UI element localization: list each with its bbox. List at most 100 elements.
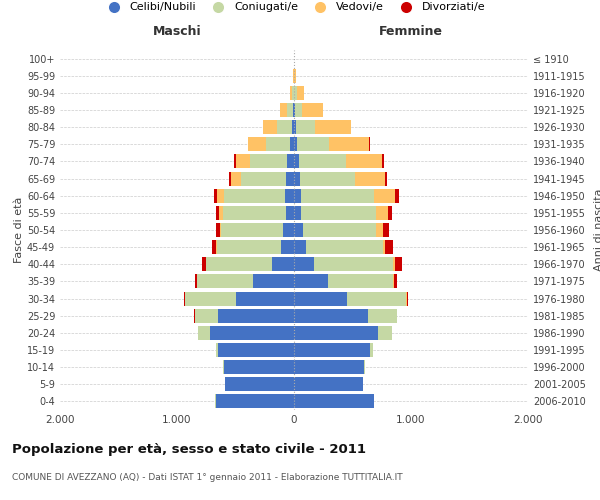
Bar: [248, 138, 266, 151]
Bar: [219, 206, 223, 220]
Bar: [297, 138, 329, 151]
Bar: [197, 274, 253, 288]
Bar: [294, 138, 297, 151]
Bar: [329, 138, 370, 151]
Bar: [290, 86, 292, 100]
Bar: [302, 103, 323, 117]
Bar: [253, 274, 294, 288]
Bar: [250, 154, 287, 168]
Bar: [294, 206, 301, 220]
Bar: [287, 154, 294, 168]
Text: Popolazione per età, sesso e stato civile - 2011: Popolazione per età, sesso e stato civil…: [12, 442, 366, 456]
Bar: [346, 154, 382, 168]
Bar: [301, 206, 376, 220]
Bar: [383, 223, 389, 237]
Bar: [283, 223, 294, 237]
Bar: [378, 326, 392, 340]
Bar: [296, 86, 304, 100]
Bar: [370, 343, 373, 357]
Bar: [382, 154, 384, 168]
Bar: [315, 120, 351, 134]
Bar: [374, 188, 395, 202]
Bar: [241, 172, 286, 185]
Bar: [216, 206, 219, 220]
Bar: [296, 120, 315, 134]
Bar: [231, 172, 241, 185]
Bar: [202, 258, 206, 272]
Bar: [194, 308, 218, 322]
Bar: [215, 343, 218, 357]
Bar: [385, 172, 387, 185]
Bar: [195, 274, 197, 288]
Bar: [407, 292, 408, 306]
Bar: [210, 326, 294, 340]
Bar: [281, 240, 294, 254]
Bar: [286, 172, 294, 185]
Bar: [290, 138, 294, 151]
Bar: [218, 343, 294, 357]
Bar: [220, 223, 221, 237]
Bar: [235, 154, 250, 168]
Bar: [294, 154, 299, 168]
Bar: [217, 188, 224, 202]
Bar: [295, 86, 296, 100]
Bar: [294, 274, 328, 288]
Bar: [294, 343, 370, 357]
Bar: [294, 172, 301, 185]
Bar: [221, 223, 283, 237]
Bar: [218, 308, 294, 322]
Bar: [301, 172, 355, 185]
Bar: [212, 240, 216, 254]
Bar: [368, 308, 397, 322]
Bar: [355, 172, 385, 185]
Bar: [235, 292, 294, 306]
Bar: [185, 292, 235, 306]
Bar: [294, 360, 364, 374]
Bar: [314, 258, 394, 272]
Bar: [292, 120, 294, 134]
Bar: [347, 292, 406, 306]
Bar: [280, 103, 287, 117]
Bar: [214, 188, 217, 202]
Bar: [215, 394, 294, 408]
Bar: [285, 188, 294, 202]
Bar: [294, 120, 296, 134]
Bar: [304, 223, 376, 237]
Legend: Celibi/Nubili, Coniugati/e, Vedovi/e, Divorziati/e: Celibi/Nubili, Coniugati/e, Vedovi/e, Di…: [98, 0, 490, 17]
Bar: [287, 103, 293, 117]
Bar: [395, 258, 401, 272]
Bar: [215, 223, 220, 237]
Bar: [295, 68, 296, 82]
Bar: [388, 206, 392, 220]
Bar: [383, 240, 385, 254]
Bar: [328, 274, 394, 288]
Text: Maschi: Maschi: [152, 25, 202, 38]
Bar: [294, 223, 304, 237]
Y-axis label: Anni di nascita: Anni di nascita: [594, 188, 600, 271]
Bar: [294, 308, 368, 322]
Bar: [224, 360, 294, 374]
Bar: [294, 188, 301, 202]
Bar: [224, 188, 285, 202]
Y-axis label: Fasce di età: Fasce di età: [14, 197, 24, 263]
Bar: [294, 292, 347, 306]
Bar: [263, 120, 277, 134]
Bar: [272, 258, 294, 272]
Bar: [229, 172, 231, 185]
Bar: [217, 240, 281, 254]
Bar: [301, 188, 374, 202]
Bar: [294, 240, 306, 254]
Bar: [294, 103, 295, 117]
Bar: [385, 240, 393, 254]
Bar: [292, 86, 293, 100]
Bar: [376, 206, 388, 220]
Bar: [184, 292, 185, 306]
Bar: [395, 188, 400, 202]
Bar: [294, 378, 363, 392]
Bar: [299, 154, 346, 168]
Bar: [376, 223, 383, 237]
Bar: [223, 206, 286, 220]
Bar: [198, 326, 210, 340]
Bar: [306, 240, 383, 254]
Bar: [294, 394, 374, 408]
